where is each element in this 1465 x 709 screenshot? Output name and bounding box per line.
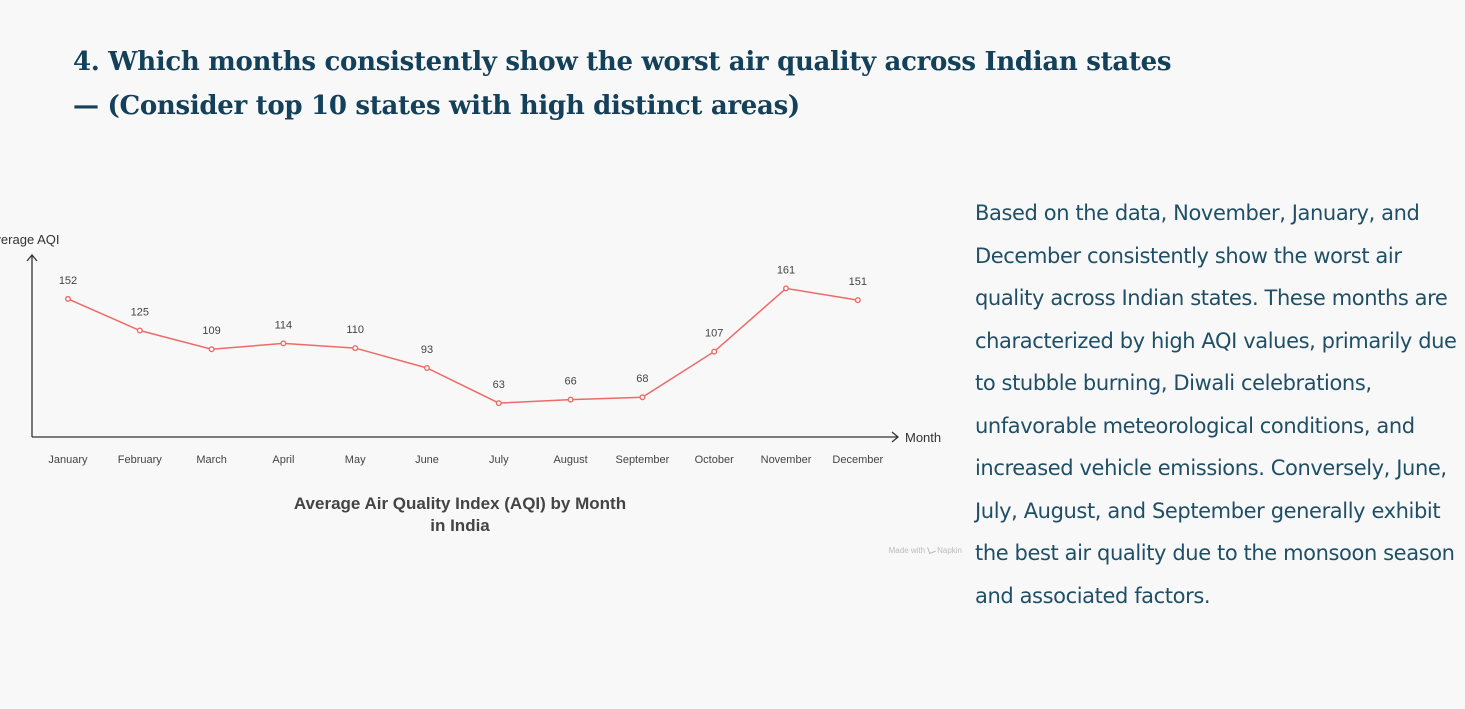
- data-label: 93: [421, 344, 433, 356]
- chart-axes: [26, 253, 900, 443]
- y-axis-title: Average AQI: [0, 232, 59, 247]
- x-tick-label: February: [118, 454, 163, 466]
- watermark-text: Made with: [888, 546, 926, 555]
- x-axis-title: Month: [905, 430, 941, 445]
- data-label: 109: [202, 325, 220, 337]
- data-point: [64, 295, 71, 302]
- chart-canvas: Average AQI Month 152 January 125 February 109…: [0, 232, 941, 466]
- data-label: 114: [275, 319, 293, 331]
- data-label: 125: [131, 307, 149, 319]
- y-axis-arrow-icon: [26, 253, 38, 262]
- napkin-leaf-icon: [927, 545, 937, 554]
- data-point: [639, 394, 646, 401]
- chart-title: Average Air Quality Index (AQI) by Month…: [293, 494, 627, 535]
- chart-series: [64, 285, 861, 407]
- data-point: [567, 396, 574, 403]
- data-point: [854, 297, 861, 304]
- data-label: 152: [59, 275, 77, 287]
- insight-text: Based on the data, November, January, an…: [975, 201, 1457, 608]
- aqi-series-line: [67, 287, 858, 404]
- data-label: 63: [493, 379, 505, 391]
- x-tick-label: June: [415, 454, 439, 466]
- data-label: 151: [849, 276, 867, 288]
- data-label: 161: [777, 264, 795, 276]
- data-point: [208, 346, 215, 353]
- x-tick-label: May: [345, 454, 366, 466]
- data-point: [495, 400, 502, 407]
- x-tick-label: December: [832, 454, 883, 466]
- data-point: [424, 364, 431, 371]
- data-label: 68: [636, 373, 648, 385]
- data-point: [783, 285, 790, 292]
- data-point: [280, 340, 287, 347]
- napkin-watermark: Made with Napkin: [862, 545, 962, 555]
- x-tick-label: January: [48, 454, 88, 466]
- data-label: 66: [564, 376, 576, 388]
- data-point: [136, 327, 143, 334]
- x-axis-arrow-icon: [891, 431, 900, 443]
- data-label: 107: [705, 328, 723, 340]
- x-tick-label: July: [489, 454, 509, 466]
- chart-labels: Average AQI Month 152 January 125 February 109…: [0, 232, 941, 466]
- watermark-brand: Napkin: [937, 546, 962, 555]
- page-title: 4. Which months consistently show the wo…: [73, 47, 1172, 121]
- aqi-line-chart: Average AQI Month 152 January 125 February 109…: [0, 220, 965, 570]
- data-point: [352, 345, 359, 352]
- data-point: [711, 348, 718, 355]
- x-tick-label: August: [553, 454, 587, 466]
- data-label: 110: [346, 324, 364, 336]
- x-tick-label: September: [615, 454, 669, 466]
- x-tick-label: October: [695, 454, 734, 466]
- x-tick-label: March: [196, 454, 227, 466]
- x-tick-label: November: [761, 454, 812, 466]
- x-tick-label: April: [272, 454, 294, 466]
